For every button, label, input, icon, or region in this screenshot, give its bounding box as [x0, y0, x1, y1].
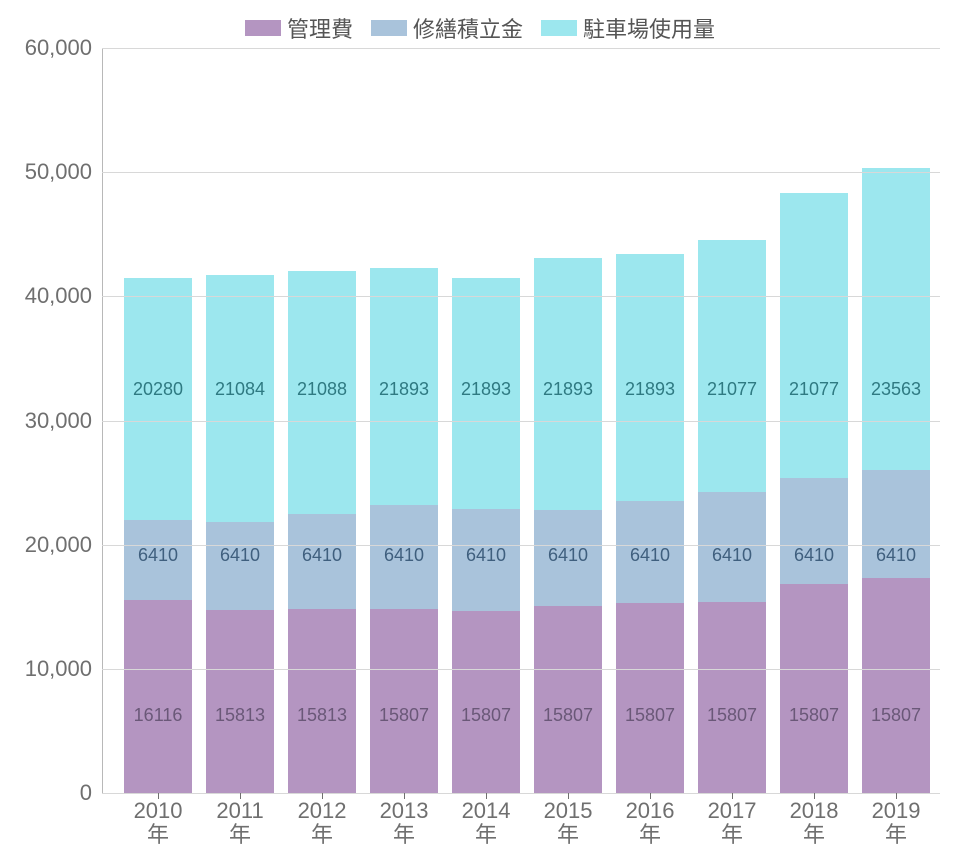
segment-shuzen: [206, 522, 273, 610]
bar-data-label: 15807: [698, 705, 765, 726]
bar-data-label: 23563: [862, 379, 929, 400]
bar-data-label: 21077: [780, 379, 847, 400]
bar-data-label: 15807: [452, 705, 519, 726]
bar-data-label: 6410: [124, 545, 191, 566]
legend-swatch-kanri: [245, 20, 281, 36]
bar-data-label: 6410: [616, 545, 683, 566]
segment-kanri: [370, 609, 437, 793]
bar-data-label: 6410: [534, 545, 601, 566]
bar-data-label: 6410: [370, 545, 437, 566]
bar-data-label: 6410: [698, 545, 765, 566]
bar-data-label: 21893: [452, 379, 519, 400]
bar-data-label: 6410: [780, 545, 847, 566]
segment-kanri: [288, 609, 355, 793]
y-axis-label: 50,000: [20, 159, 92, 185]
x-axis-label: 2014年: [447, 799, 524, 847]
legend-item-shuzen: 修繕積立金: [371, 12, 523, 44]
gridline: [102, 545, 940, 546]
bar-data-label: 21893: [370, 379, 437, 400]
legend-swatch-parking: [541, 20, 577, 36]
plot-area: 16116 6410 20280 15813 6410 21084 15813 6410 210…: [102, 48, 940, 793]
segment-parking: [780, 193, 847, 477]
bar-data-label: 6410: [452, 545, 519, 566]
bar-data-label: 21084: [206, 379, 273, 400]
gridline: [102, 669, 940, 670]
gridline: [102, 48, 940, 49]
legend: 管理費 修繕積立金 駐車場使用量: [10, 12, 950, 44]
legend-label-parking: 駐車場使用量: [583, 12, 715, 44]
segment-kanri: [124, 600, 191, 793]
x-axis-label: 2012年: [283, 799, 360, 847]
segment-kanri: [616, 603, 683, 793]
x-axis-label: 2013年: [365, 799, 442, 847]
bar-data-label: 6410: [206, 545, 273, 566]
x-axis-label: 2016年: [611, 799, 688, 847]
bar-data-label: 15807: [616, 705, 683, 726]
segment-parking: [862, 168, 929, 470]
x-axis-label: 2010年: [119, 799, 196, 847]
bar-data-label: 15807: [534, 705, 601, 726]
segment-parking: [616, 254, 683, 502]
gridline: [102, 421, 940, 422]
x-axis-label: 2017年: [693, 799, 770, 847]
segment-kanri: [862, 578, 929, 793]
segment-kanri: [780, 584, 847, 793]
x-axis-label: 2011年: [201, 799, 278, 847]
legend-item-parking: 駐車場使用量: [541, 12, 715, 44]
y-axis-label: 30,000: [20, 408, 92, 434]
bar-data-label: 6410: [862, 545, 929, 566]
segment-kanri: [206, 610, 273, 793]
bar-data-label: 16116: [124, 705, 191, 726]
bar-data-label: 21088: [288, 379, 355, 400]
bar-data-label: 21893: [534, 379, 601, 400]
legend-swatch-shuzen: [371, 20, 407, 36]
y-axis-label: 10,000: [20, 656, 92, 682]
legend-label-shuzen: 修繕積立金: [413, 12, 523, 44]
bar-data-label: 15807: [780, 705, 847, 726]
bar-data-label: 15807: [862, 705, 929, 726]
gridline: [102, 172, 940, 173]
x-axis-label: 2015年: [529, 799, 606, 847]
segment-kanri: [698, 602, 765, 793]
bar-data-label: 15813: [288, 705, 355, 726]
y-axis-label: 40,000: [20, 283, 92, 309]
legend-label-kanri: 管理費: [287, 12, 353, 44]
bar-data-label: 20280: [124, 379, 191, 400]
segment-kanri: [534, 606, 601, 793]
stacked-bar-chart: 管理費 修繕積立金 駐車場使用量 16116 6410 20280 15813 6410…: [10, 10, 950, 853]
segment-parking: [698, 240, 765, 491]
gridline: [102, 296, 940, 297]
x-axis-label: 2019年: [857, 799, 934, 847]
y-axis-label: 20,000: [20, 532, 92, 558]
legend-item-kanri: 管理費: [245, 12, 353, 44]
segment-shuzen: [780, 478, 847, 584]
bar-data-label: 6410: [288, 545, 355, 566]
segment-kanri: [452, 611, 519, 793]
bar-data-label: 21893: [616, 379, 683, 400]
y-axis-label: 0: [20, 780, 92, 806]
y-axis-label: 60,000: [20, 35, 92, 61]
bar-data-label: 15813: [206, 705, 273, 726]
bar-data-label: 21077: [698, 379, 765, 400]
x-axis-label: 2018年: [775, 799, 852, 847]
bar-data-label: 15807: [370, 705, 437, 726]
